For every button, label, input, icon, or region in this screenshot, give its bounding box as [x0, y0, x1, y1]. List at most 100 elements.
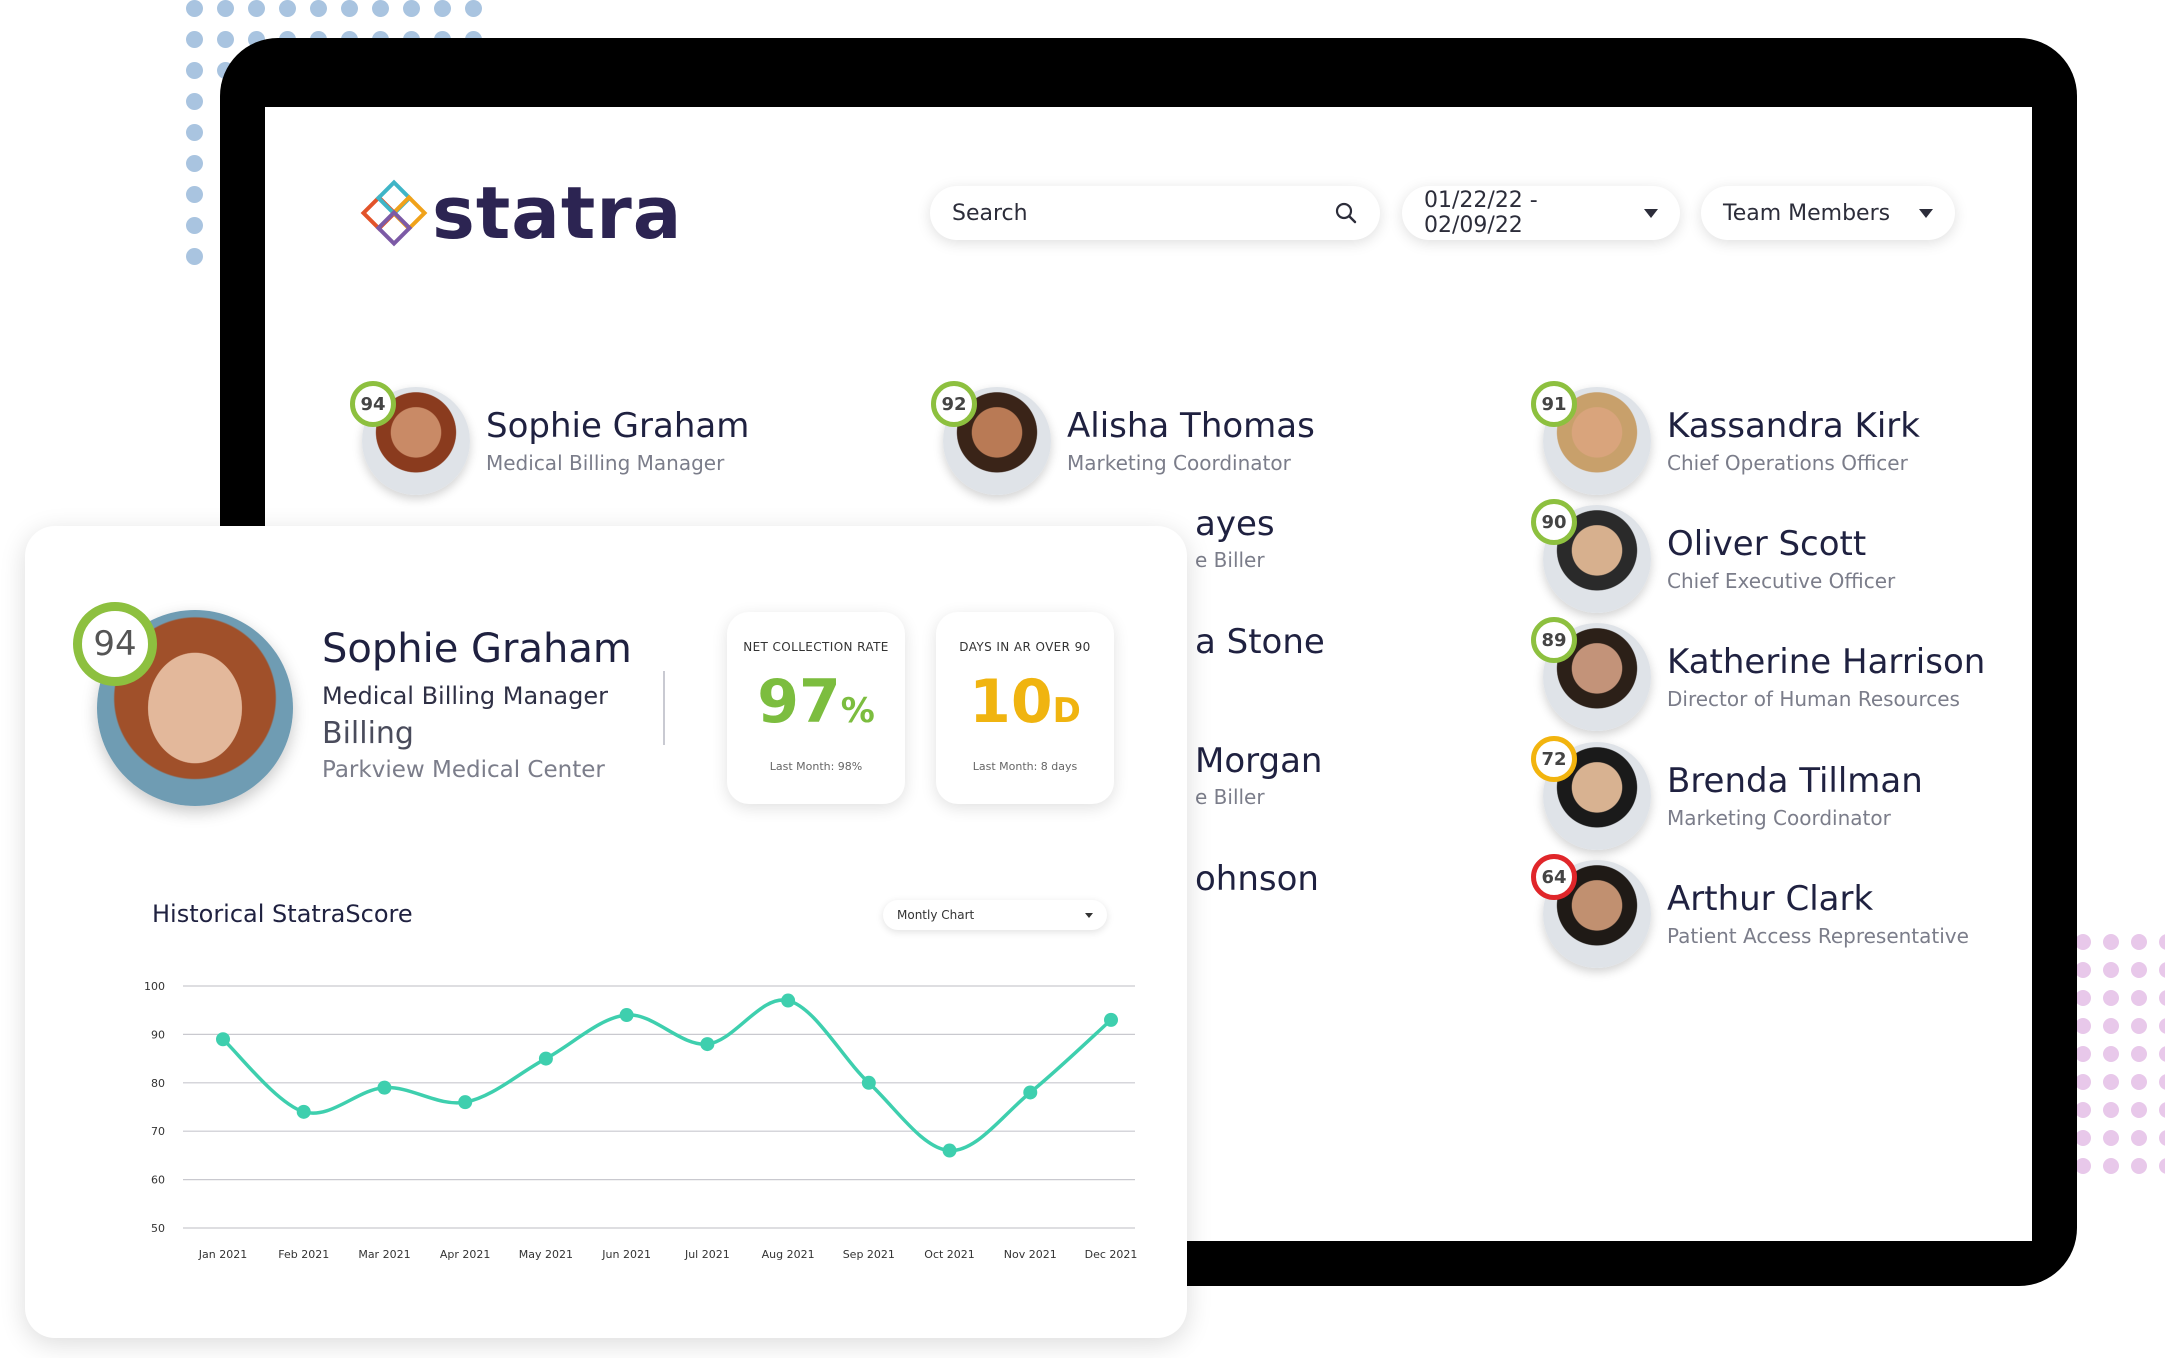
data-point[interactable]	[458, 1095, 473, 1110]
team-member-card[interactable]: Morgan e Biller	[1195, 741, 1323, 810]
data-point[interactable]	[538, 1051, 553, 1066]
search-input[interactable]: Search	[930, 186, 1380, 240]
member-info: Kassandra Kirk Chief Operations Officer	[1667, 406, 1920, 475]
member-title: Chief Executive Officer	[1667, 568, 1896, 593]
team-member-card[interactable]: 94 Sophie Graham Medical Billing Manager	[350, 381, 750, 495]
data-point[interactable]	[619, 1008, 634, 1023]
data-point[interactable]	[861, 1075, 876, 1090]
team-member-card[interactable]: 92 Alisha Thomas Marketing Coordinator	[931, 381, 1315, 495]
data-point[interactable]	[942, 1143, 957, 1158]
member-name: a Stone	[1195, 622, 1325, 662]
data-point[interactable]	[296, 1104, 311, 1119]
y-tick-label: 100	[144, 980, 165, 993]
chart-type-dropdown[interactable]: Montly Chart	[883, 900, 1107, 930]
score-badge: 72	[1531, 736, 1577, 782]
member-title: Medical Billing Manager	[486, 450, 725, 475]
profile-department: Billing	[322, 716, 414, 751]
member-info: Arthur Clark Patient Access Representativ…	[1667, 879, 1969, 948]
member-title: Patient Access Representative	[1667, 923, 1969, 948]
y-tick-label: 70	[151, 1125, 165, 1138]
x-tick-label: Apr 2021	[440, 1248, 491, 1261]
date-range-dropdown[interactable]: 01/22/22 - 02/09/22	[1402, 186, 1680, 240]
member-info: ohnson	[1195, 859, 1319, 899]
data-point[interactable]	[700, 1037, 715, 1052]
score-badge: 90	[1531, 499, 1577, 545]
y-tick-label: 50	[151, 1222, 165, 1235]
member-title: Director of Human Resources	[1667, 686, 1960, 711]
team-member-card[interactable]: 72 Brenda Tillman Marketing Coordinator	[1531, 736, 1923, 850]
search-icon[interactable]	[1334, 201, 1358, 225]
score-badge: 94	[350, 381, 396, 427]
team-member-card[interactable]: a Stone	[1195, 622, 1325, 662]
member-avatar[interactable]: 90	[1531, 499, 1651, 613]
team-members-dropdown[interactable]: Team Members	[1701, 186, 1955, 240]
member-avatar[interactable]: 92	[931, 381, 1051, 495]
profile-organization: Parkview Medical Center	[322, 757, 605, 783]
score-badge: 92	[931, 381, 977, 427]
member-info: a Stone	[1195, 622, 1325, 662]
data-point[interactable]	[781, 993, 796, 1008]
chevron-down-icon	[1644, 208, 1658, 218]
statra-logo[interactable]: statra	[360, 171, 683, 255]
metric-card-net-collection-rate[interactable]: NET COLLECTION RATE 97% Last Month: 98%	[727, 612, 905, 804]
score-badge: 91	[1531, 381, 1577, 427]
data-point[interactable]	[377, 1080, 392, 1095]
member-name: Oliver Scott	[1667, 524, 1867, 565]
team-member-card[interactable]: ayes e Biller	[1195, 504, 1275, 573]
metric-value: 10D	[969, 667, 1081, 737]
x-tick-label: Feb 2021	[278, 1248, 329, 1261]
team-member-card[interactable]: 90 Oliver Scott Chief Executive Officer	[1531, 499, 1896, 613]
member-avatar[interactable]: 89	[1531, 617, 1651, 731]
x-tick-label: Jul 2021	[684, 1248, 730, 1261]
chart-title: Historical StatraScore	[152, 900, 413, 928]
member-title: Marketing Coordinator	[1067, 450, 1291, 475]
member-avatar[interactable]: 91	[1531, 381, 1651, 495]
x-tick-label: Aug 2021	[762, 1248, 815, 1261]
data-point[interactable]	[216, 1032, 230, 1047]
metric-label: NET COLLECTION RATE	[743, 640, 889, 654]
member-title: Chief Operations Officer	[1667, 450, 1908, 475]
member-avatar[interactable]: 72	[1531, 736, 1651, 850]
x-tick-label: Mar 2021	[358, 1248, 410, 1261]
member-name: ayes	[1195, 504, 1275, 544]
profile-card: 94 Sophie Graham Medical Billing Manager…	[25, 526, 1187, 1338]
team-member-card[interactable]: 91 Kassandra Kirk Chief Operations Officer	[1531, 381, 1920, 495]
profile-role: Medical Billing Manager	[322, 682, 608, 710]
member-avatar[interactable]: 64	[1531, 854, 1651, 968]
member-title: e Biller	[1195, 548, 1265, 573]
series-line	[221, 998, 1113, 1153]
data-point[interactable]	[1023, 1085, 1038, 1100]
member-title: e Biller	[1195, 785, 1265, 810]
metric-last-month: Last Month: 98%	[769, 760, 863, 773]
x-tick-label: Jun 2021	[601, 1248, 651, 1261]
y-tick-label: 80	[151, 1077, 165, 1090]
y-tick-label: 60	[151, 1174, 165, 1187]
team-member-card[interactable]: 89 Katherine Harrison Director of Human Re…	[1531, 617, 1985, 731]
member-name: Arthur Clark	[1667, 879, 1874, 920]
data-point[interactable]	[1104, 1012, 1118, 1027]
team-member-card[interactable]: 64 Arthur Clark Patient Access Representat…	[1531, 854, 1969, 968]
member-info: Sophie Graham Medical Billing Manager	[486, 406, 750, 475]
metric-label: DAYS IN AR OVER 90	[959, 640, 1091, 654]
member-info: Oliver Scott Chief Executive Officer	[1667, 524, 1896, 593]
x-tick-label: Sep 2021	[843, 1248, 895, 1261]
member-info: Alisha Thomas Marketing Coordinator	[1067, 407, 1315, 475]
member-name: Kassandra Kirk	[1667, 406, 1920, 447]
metric-value: 97%	[757, 667, 875, 737]
team-members-label: Team Members	[1723, 200, 1891, 226]
member-info: Morgan e Biller	[1195, 741, 1323, 810]
brand-name: statra	[432, 171, 683, 255]
historical-score-chart: 100 90 80 70 60 50 Jan 2021 Feb 2021 Mar 2021 Apr…	[144, 980, 1137, 1261]
team-member-card[interactable]: ohnson	[1195, 859, 1319, 899]
profile-info: Sophie Graham Medical Billing Manager Bi…	[322, 626, 632, 783]
member-name: Morgan	[1195, 741, 1323, 781]
metric-card-days-in-ar[interactable]: DAYS IN AR OVER 90 10D Last Month: 8 day…	[936, 612, 1114, 804]
x-tick-label: May 2021	[519, 1248, 573, 1261]
member-name: ohnson	[1195, 859, 1319, 899]
member-title: Marketing Coordinator	[1667, 805, 1891, 830]
member-avatar[interactable]: 94	[350, 381, 470, 495]
member-info: Brenda Tillman Marketing Coordinator	[1667, 762, 1923, 830]
profile-avatar[interactable]: 94	[73, 602, 293, 806]
profile-name: Sophie Graham	[322, 626, 632, 672]
member-name: Sophie Graham	[486, 406, 750, 447]
